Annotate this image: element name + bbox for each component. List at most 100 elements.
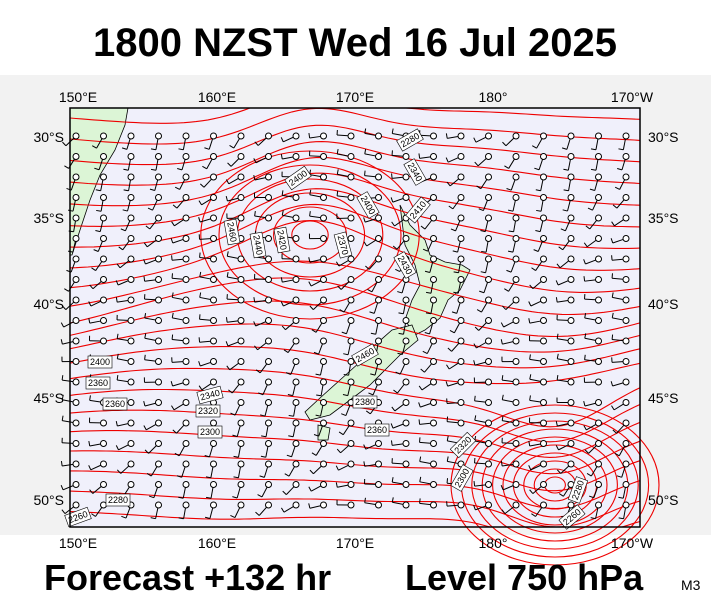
- barb-staff: [540, 200, 544, 212]
- barb-staff: [346, 323, 351, 334]
- wind-barb: [445, 132, 465, 140]
- station: [457, 296, 465, 304]
- wind-barb: [587, 194, 602, 211]
- barb-staff: [402, 302, 406, 314]
- barb-staff: [392, 154, 404, 157]
- station: [72, 235, 80, 242]
- wind-barb: [529, 374, 547, 386]
- barb-staff: [127, 159, 131, 171]
- barb-feather: [172, 204, 178, 209]
- barb-staff: [62, 463, 74, 467]
- barb-feather: [230, 412, 236, 416]
- barb-staff: [585, 259, 596, 265]
- barb-feather: [528, 441, 531, 447]
- barb-staff: [181, 466, 186, 478]
- barb-feather: [446, 181, 451, 187]
- station: [512, 173, 520, 181]
- wind-barb: [446, 501, 465, 509]
- barb-staff: [586, 424, 597, 431]
- barb-staff: [265, 425, 269, 437]
- wind-barb: [143, 377, 162, 386]
- label-box: [403, 158, 427, 186]
- barb-staff: [288, 466, 295, 477]
- wind-barb: [584, 354, 602, 365]
- wind-barb: [393, 378, 410, 394]
- station: [595, 399, 602, 406]
- station: [485, 460, 492, 468]
- contour-line: [69, 220, 641, 293]
- barb-staff: [172, 317, 184, 321]
- lon-label-bottom: 170°E: [336, 535, 374, 551]
- station: [127, 378, 135, 386]
- barb-staff: [563, 486, 570, 497]
- barb-feather: [338, 431, 344, 436]
- station: [375, 501, 382, 509]
- barb-feather: [281, 190, 284, 196]
- wind-barb: [480, 214, 492, 233]
- barb-staff: [96, 138, 103, 149]
- barb-staff: [124, 220, 131, 232]
- barb-feather: [390, 197, 394, 203]
- station: [375, 460, 382, 468]
- wind-barb: [198, 194, 217, 206]
- station: [292, 501, 300, 509]
- station: [127, 194, 135, 201]
- station: [72, 399, 80, 406]
- barb-feather: [341, 413, 347, 417]
- station: [292, 419, 300, 427]
- station: [595, 153, 602, 160]
- wind-barb: [365, 255, 382, 270]
- station: [457, 358, 465, 365]
- station: [430, 460, 437, 468]
- wind-barb: [535, 173, 547, 192]
- barb-feather: [115, 445, 119, 451]
- wind-barb: [422, 235, 437, 252]
- station: [430, 358, 437, 365]
- station: [347, 194, 355, 201]
- barb-staff: [420, 403, 431, 408]
- barb-staff: [594, 179, 599, 191]
- station: [595, 296, 602, 304]
- label-box: [450, 464, 474, 492]
- barb-feather: [121, 515, 127, 519]
- barb-feather: [500, 339, 503, 345]
- station: [402, 235, 410, 242]
- barb-staff: [589, 220, 598, 230]
- station: [237, 296, 245, 304]
- barb-feather: [446, 364, 450, 370]
- wind-barb: [178, 481, 190, 499]
- station: [402, 296, 410, 304]
- station: [320, 132, 327, 140]
- wind-barb: [199, 314, 217, 324]
- barb-staff: [290, 364, 296, 375]
- barb-staff: [505, 301, 515, 310]
- barb-staff: [285, 486, 295, 495]
- wind-barb: [364, 128, 382, 140]
- lat-label-right: 30°S: [648, 129, 679, 145]
- station: [595, 194, 602, 201]
- barb-feather: [397, 291, 403, 294]
- wind-barb: [363, 214, 382, 223]
- wind-barb: [143, 255, 162, 265]
- wind-barb: [506, 173, 520, 191]
- station: [375, 296, 382, 304]
- station: [347, 419, 355, 427]
- station: [292, 317, 300, 324]
- barb-feather: [445, 381, 449, 387]
- barb-feather: [202, 165, 207, 170]
- barb-staff: [622, 487, 626, 499]
- station: [540, 235, 547, 242]
- station: [540, 296, 547, 304]
- barb-staff: [513, 220, 516, 232]
- barb-feather: [280, 301, 284, 307]
- barb-feather: [257, 494, 263, 498]
- barb-staff: [117, 280, 129, 286]
- wind-barb: [618, 501, 630, 520]
- wind-barb: [150, 153, 162, 171]
- barb-feather: [281, 325, 286, 331]
- wind-barb: [363, 460, 382, 468]
- barb-staff: [234, 507, 241, 518]
- barb-feather: [555, 280, 559, 286]
- station: [595, 358, 602, 365]
- label-box: [273, 226, 291, 254]
